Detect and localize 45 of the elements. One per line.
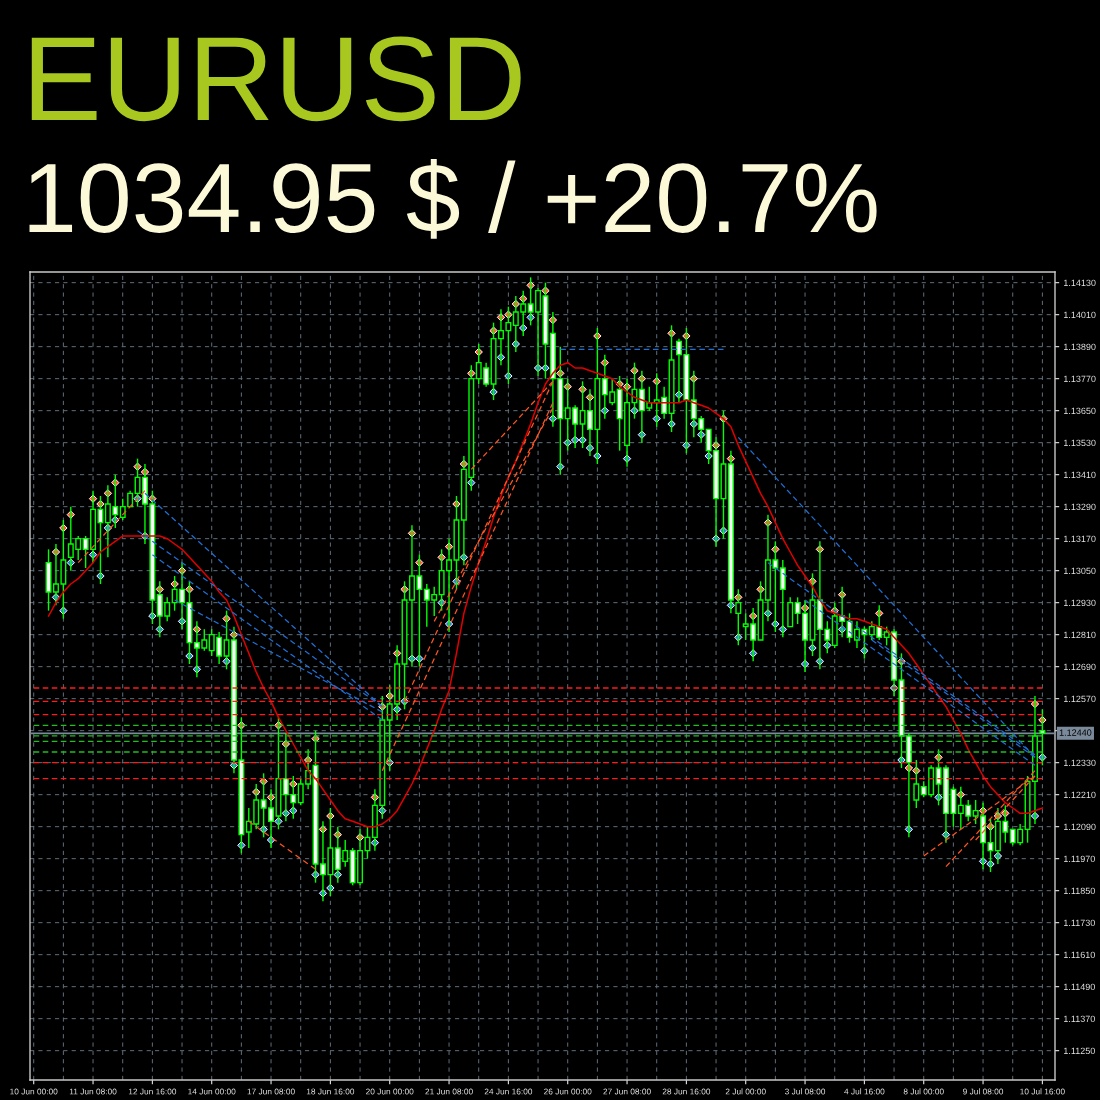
x-tick-label: 24 Jun 16:00 [484, 1088, 533, 1095]
y-tick-label: 1.13290 [1064, 503, 1096, 511]
x-tick-label: 18 Jun 16:00 [306, 1088, 355, 1095]
y-tick-label: 1.13050 [1064, 567, 1096, 575]
y-tick-label: 1.13530 [1064, 439, 1096, 447]
x-tick-label: 11 Jun 08:00 [69, 1088, 117, 1095]
y-tick-label: 1.12930 [1064, 599, 1096, 607]
y-tick-label: 1.13410 [1064, 471, 1096, 479]
x-tick-label: 27 Jun 08:00 [603, 1088, 651, 1095]
y-tick-label: 1.14010 [1064, 311, 1096, 319]
y-tick-label: 1.11850 [1064, 887, 1095, 895]
y-tick-label: 1.11730 [1064, 919, 1095, 927]
x-tick-label: 10 Jul 16:00 [1020, 1088, 1065, 1095]
x-tick-label: 17 Jun 08:00 [247, 1088, 295, 1095]
y-tick-label: 1.13650 [1064, 407, 1096, 415]
chart-title: EURUSD [31, 36, 521, 122]
y-tick-label: 1.11970 [1064, 855, 1095, 863]
y-tick-label: 1.13890 [1064, 343, 1096, 351]
y-tick-label: 1.12330 [1064, 759, 1096, 767]
x-tick-label: 12 Jun 16:00 [128, 1088, 177, 1095]
x-tick-label: 26 Jun 00:00 [544, 1088, 592, 1095]
x-tick-label: 14 Jun 00:00 [188, 1088, 236, 1095]
x-tick-label: 3 Jul 08:00 [784, 1088, 826, 1095]
ref-line-label: 1.12440 [1059, 729, 1092, 736]
x-tick-label: 10 Jun 00:00 [10, 1088, 58, 1095]
y-tick-label: 1.12570 [1064, 695, 1096, 703]
x-tick-label: 28 Jun 16:00 [662, 1088, 711, 1095]
x-tick-label: 4 Jul 16:00 [844, 1088, 885, 1095]
y-tick-label: 1.13170 [1064, 535, 1096, 543]
y-tick-label: 1.11250 [1064, 1047, 1095, 1055]
y-tick-label: 1.11610 [1064, 951, 1095, 959]
chart-subtitle: 1034.95 $ / +20.7% [29, 159, 877, 239]
x-tick-label: 21 Jun 08:00 [425, 1088, 473, 1095]
x-tick-label: 9 Jul 08:00 [963, 1088, 1004, 1095]
y-tick-label: 1.12210 [1064, 791, 1096, 799]
y-tick-label: 1.12090 [1064, 823, 1096, 831]
y-tick-label: 1.13770 [1064, 375, 1096, 383]
x-tick-label: 20 Jun 00:00 [366, 1088, 414, 1095]
x-tick-label: 2 Jul 00:00 [725, 1088, 766, 1095]
y-tick-label: 1.11370 [1064, 1015, 1095, 1023]
x-tick-label: 8 Jul 00:00 [903, 1088, 944, 1095]
y-tick-label: 1.12810 [1064, 631, 1096, 639]
y-tick-label: 1.12690 [1064, 663, 1096, 671]
y-tick-label: 1.11490 [1064, 983, 1095, 991]
y-tick-label: 1.14130 [1064, 279, 1096, 287]
